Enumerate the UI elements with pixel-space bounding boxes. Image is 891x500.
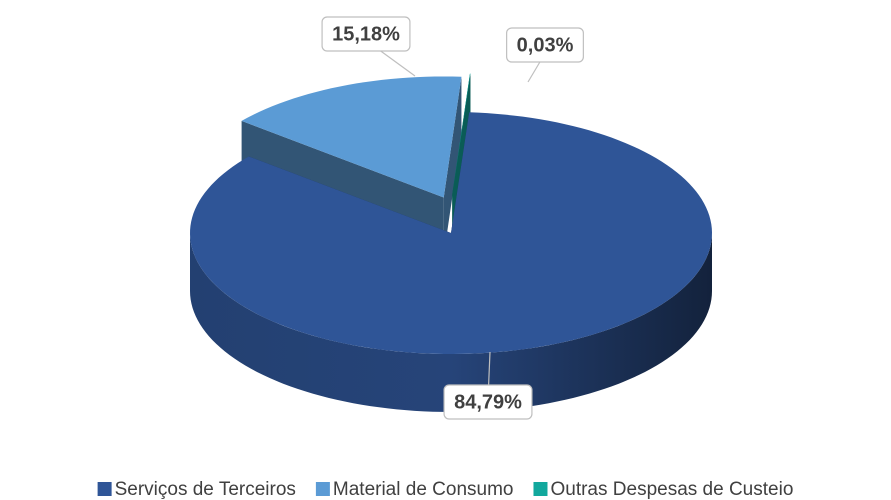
label-box [443,384,533,420]
leader-line [380,50,416,77]
label-box [321,16,411,52]
slice [190,112,712,354]
data-label: 0,03% [517,34,574,56]
slice-side [190,233,712,412]
leader-line [488,351,491,386]
legend-swatch [315,482,330,496]
data-label: 84,79% [454,391,522,413]
legend-swatch [533,482,548,496]
legend-swatch [97,482,112,496]
slice-face [443,76,462,256]
slice [452,73,471,195]
leader-line [527,61,541,83]
legend-label: Material de Consumo [333,479,514,500]
legend-label: Serviços de Terceiros [115,479,296,500]
data-label: 15,18% [332,23,400,45]
label-box [506,27,584,63]
legend-label: Outras Despesas de Custeio [550,479,793,500]
slice [241,76,462,198]
